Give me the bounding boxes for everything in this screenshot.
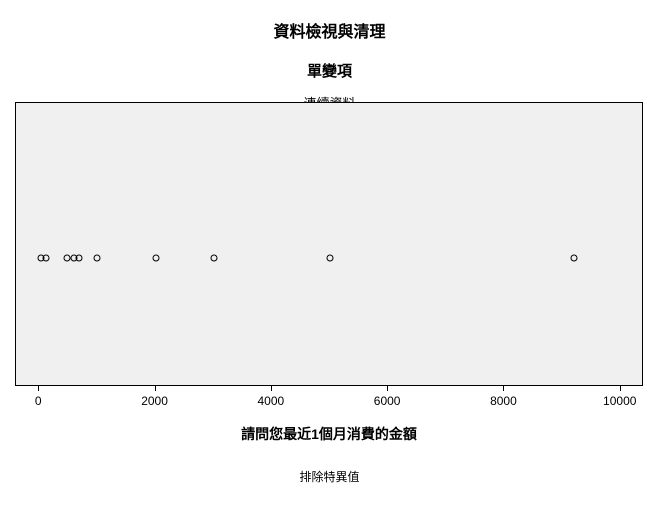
data-point [210,254,217,261]
data-point [327,254,334,261]
x-tick [620,386,621,391]
data-point [94,254,101,261]
data-point [43,254,50,261]
title-main: 資料檢視與清理 [0,0,659,42]
x-tick-label: 4000 [257,394,284,408]
x-tick [155,386,156,391]
x-tick [38,386,39,391]
data-point [75,254,82,261]
x-tick-label: 2000 [141,394,168,408]
x-tick [503,386,504,391]
plot-area [15,102,643,386]
data-point [152,254,159,261]
data-point [571,254,578,261]
chart: 0 2000 4000 6000 8000 10000 請問您最近1個月消費的金額 [15,102,643,444]
x-tick [271,386,272,391]
x-tick [387,386,388,391]
x-tick-label: 8000 [490,394,517,408]
x-axis: 0 2000 4000 6000 8000 10000 [15,386,643,422]
footer-label: 排除特異值 [0,468,659,485]
x-tick-label: 0 [35,394,42,408]
data-point [64,254,71,261]
title-sub: 單變項 [0,42,659,81]
x-axis-title: 請問您最近1個月消費的金額 [15,422,643,444]
x-tick-label: 6000 [374,394,401,408]
x-tick-label: 10000 [603,394,636,408]
